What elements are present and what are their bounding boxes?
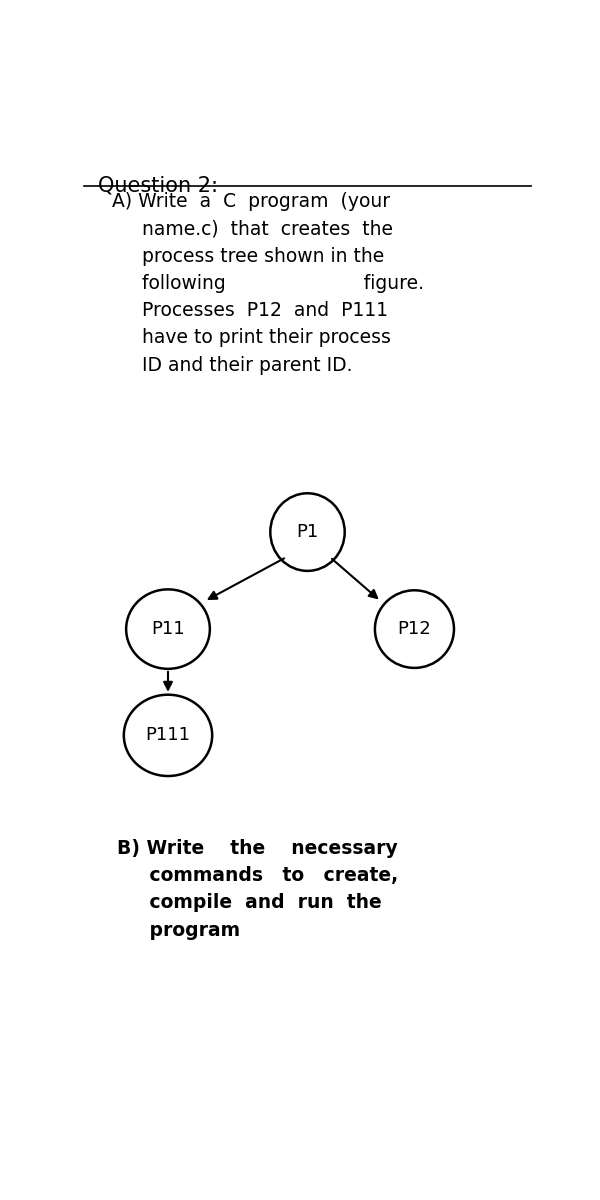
Text: P1: P1 <box>296 523 319 541</box>
Text: B) Write    the    necessary
     commands   to   create,
     compile  and  run: B) Write the necessary commands to creat… <box>117 839 398 940</box>
Text: P12: P12 <box>398 620 431 638</box>
Text: P111: P111 <box>146 726 191 744</box>
Text: Question 2:: Question 2: <box>98 175 218 196</box>
Text: P11: P11 <box>151 620 185 638</box>
Text: A) Write  a  C  program  (your
        name.c)  that  creates  the
        proce: A) Write a C program (your name.c) that … <box>94 192 424 374</box>
